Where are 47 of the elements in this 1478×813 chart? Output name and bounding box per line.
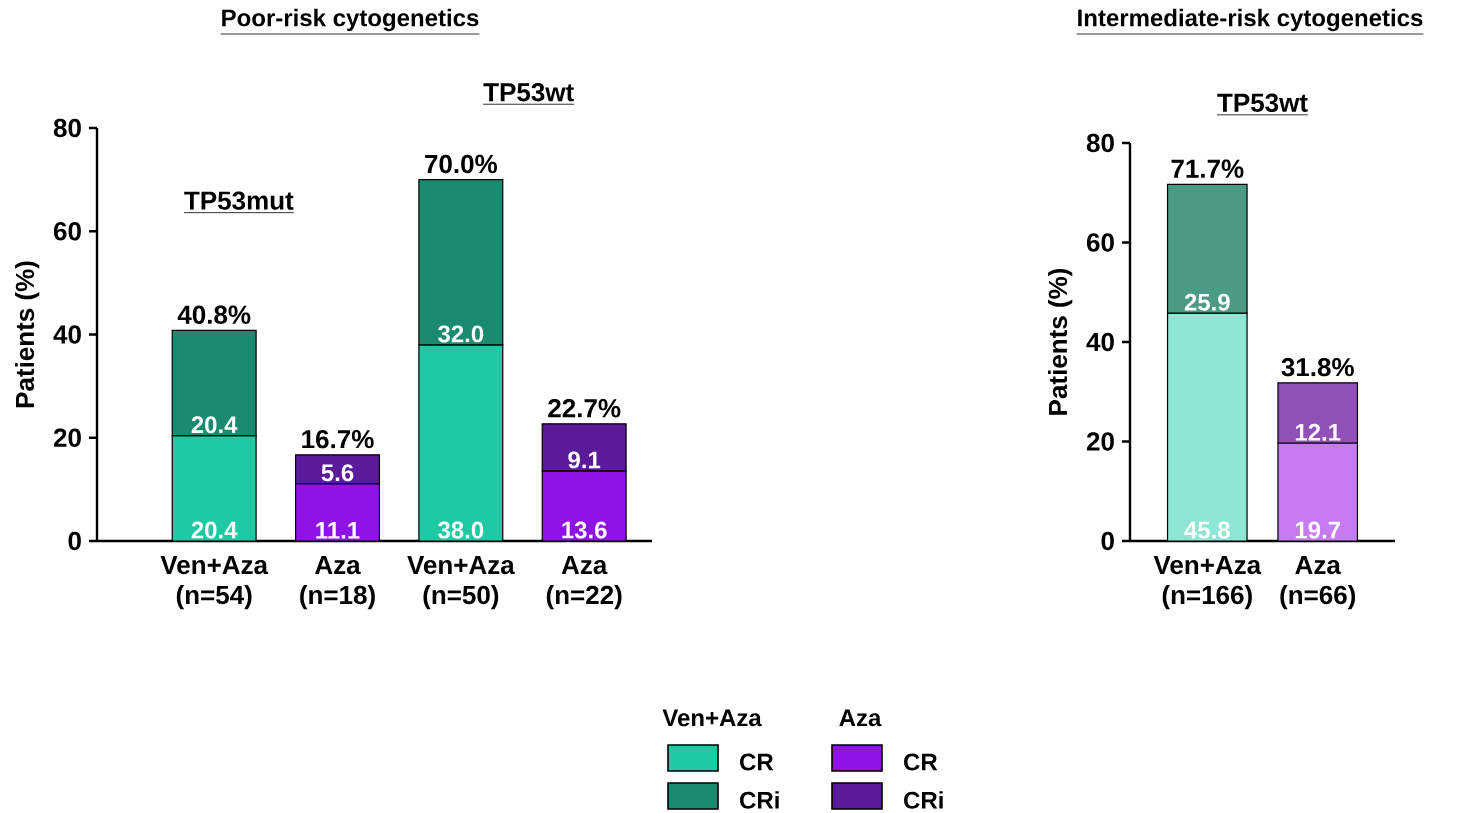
total-label: 40.8%	[177, 305, 251, 324]
data-label: 13.6	[562, 521, 607, 539]
y-axis-title: Patients (%)	[15, 261, 40, 408]
legend-label: CR	[740, 753, 774, 771]
text: TP53wt	[483, 82, 574, 102]
y-tick-label: 20	[1086, 432, 1114, 451]
y-tick-label: 0	[68, 531, 81, 551]
text: Aza	[839, 709, 882, 727]
legend-label: CR	[904, 753, 938, 771]
data-label: 25.9	[1184, 293, 1230, 311]
data-label: 12.1	[1295, 423, 1341, 441]
total-label: 71.7%	[1171, 159, 1244, 178]
text: Ven+Aza	[662, 709, 762, 727]
x-tick-label: Aza (n=22)	[546, 556, 622, 610]
legend-label: CRi	[904, 791, 943, 809]
data-label: 19.7	[1295, 521, 1341, 539]
y-tick-label: 80	[53, 118, 81, 138]
total-label: 16.7%	[302, 429, 374, 449]
y-tick-label: 40	[53, 325, 81, 344]
chart-title: Poor-risk cytogenetics	[222, 8, 479, 32]
data-label: 45.8	[1184, 521, 1230, 539]
total-label: 22.7%	[548, 399, 621, 418]
x-tick-label: Ven+Aza (n=50)	[407, 556, 515, 610]
y-tick-label: 20	[53, 428, 81, 447]
y-axis-title: Patients (%)	[1048, 268, 1073, 415]
data-label: 11.1	[316, 522, 360, 539]
text: TP53wt	[1217, 93, 1308, 113]
y-tick-label: 40	[1086, 332, 1114, 352]
data-label: 5.6	[321, 464, 354, 482]
y-tick-label: 60	[53, 222, 81, 241]
data-label: 38.0	[438, 521, 484, 539]
data-label: 32.0	[438, 325, 484, 343]
total-label: 70.0%	[425, 154, 497, 174]
x-tick-label: Aza (n=66)	[1280, 556, 1356, 610]
data-label: 20.4	[191, 521, 238, 539]
total-label: 31.8%	[1281, 357, 1354, 377]
x-tick-label: Ven+Aza (n=54)	[160, 556, 269, 610]
legend-label: CRi	[740, 791, 779, 809]
x-tick-label: Ven+Aza (n=166)	[1153, 556, 1262, 610]
annotation: TP53mut	[184, 191, 294, 210]
data-label: 9.1	[568, 451, 601, 469]
y-tick-label: 80	[1086, 133, 1114, 153]
data-label: 20.4	[191, 416, 238, 434]
chart-title: Intermediate-risk cytogenetics	[1078, 8, 1423, 32]
y-tick-label: 60	[1086, 233, 1114, 252]
x-tick-label: Aza (n=18)	[300, 556, 375, 610]
y-tick-label: 0	[1101, 531, 1114, 551]
